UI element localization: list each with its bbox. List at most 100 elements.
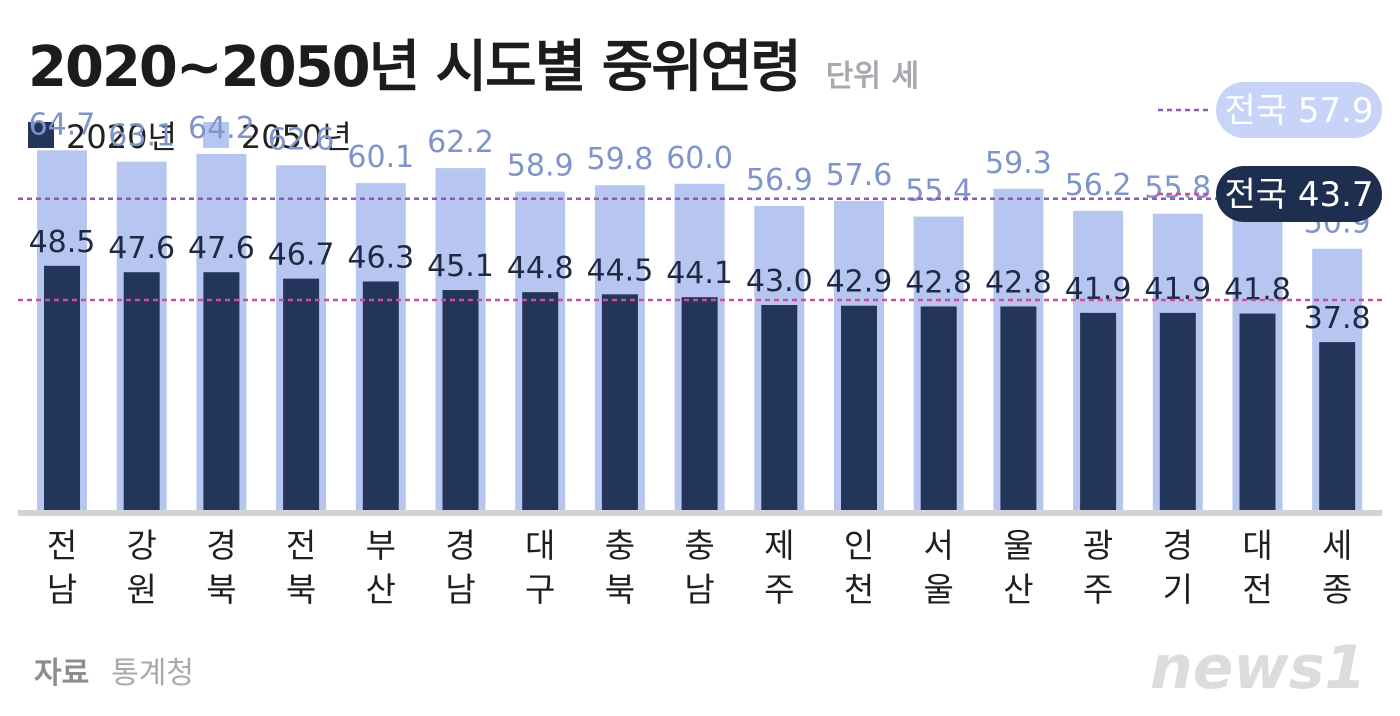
category-label: 북 — [605, 570, 635, 609]
category-label: 주 — [1083, 570, 1113, 609]
bar-2020 — [123, 272, 160, 510]
value-label-2020: 48.5 — [29, 225, 96, 260]
value-label-2020: 45.1 — [427, 249, 494, 284]
bar-2020 — [1159, 312, 1196, 510]
value-label-2020: 41.9 — [1144, 272, 1211, 307]
value-label-2020: 41.9 — [1065, 272, 1132, 307]
value-label-2050: 58.9 — [507, 149, 574, 184]
legend-label-2050: 2050년 — [240, 118, 352, 156]
category-label: 천 — [844, 570, 874, 609]
source: 자료 통계청 — [34, 648, 194, 692]
category-label: 전 — [286, 526, 316, 565]
category-label: 제 — [764, 526, 794, 565]
value-label-2020: 41.8 — [1224, 273, 1291, 308]
bar-2020 — [283, 278, 320, 510]
category-label: 울 — [1003, 526, 1033, 565]
value-label-2050: 64.2 — [188, 111, 255, 146]
category-label: 강 — [127, 526, 157, 565]
value-label-2020: 42.8 — [905, 265, 972, 300]
bar-2020 — [601, 294, 638, 510]
bar-2020 — [761, 305, 798, 510]
legend-item-2020: 2020년 — [28, 112, 177, 158]
reference-pill-2020-label: 전국 43.7 — [1224, 175, 1373, 215]
reference-pill-2050-bg — [1216, 82, 1382, 138]
bar-2020 — [522, 292, 559, 510]
category-label: 울 — [924, 570, 954, 609]
category-label: 전 — [47, 526, 77, 565]
legend-label-2020: 2020년 — [66, 118, 177, 156]
category-label: 산 — [366, 570, 396, 609]
bar-2020 — [203, 272, 240, 510]
value-label-2050: 56.9 — [746, 163, 813, 198]
logo-text: news1 — [1150, 633, 1366, 703]
category-label: 산 — [1003, 570, 1033, 609]
value-label-2050: 55.8 — [1144, 171, 1211, 206]
bar-2020 — [362, 281, 399, 510]
value-label-2050: 59.8 — [587, 142, 654, 177]
category-label: 주 — [764, 570, 794, 609]
value-label-2020: 46.7 — [268, 238, 335, 273]
bar-2020 — [44, 265, 80, 510]
value-label-2020: 47.6 — [188, 231, 255, 266]
legend-swatch-2050 — [202, 122, 229, 148]
chart-title: 2020~2050년 시도별 중위연령 — [28, 35, 802, 100]
value-label-2050: 60.1 — [347, 140, 414, 175]
category-label: 충 — [684, 526, 714, 565]
value-label-2020: 46.3 — [347, 240, 414, 275]
legend-item-2050: 2050년 — [202, 112, 352, 158]
category-label: 기 — [1163, 570, 1193, 609]
category-label: 대 — [1242, 526, 1272, 565]
category-label: 구 — [525, 570, 555, 609]
category-label: 남 — [445, 570, 475, 609]
value-label-2050: 64.7 — [29, 107, 96, 142]
bar-2020 — [442, 290, 479, 510]
value-label-2020: 47.6 — [108, 231, 175, 266]
category-label: 대 — [525, 526, 555, 565]
bar-2020 — [681, 297, 718, 510]
category-label: 경 — [445, 526, 475, 565]
category-label: 세 — [1322, 526, 1352, 565]
category-label: 종 — [1322, 570, 1352, 609]
legend: 2020년 2050년 — [28, 112, 378, 158]
category-label: 남 — [684, 570, 714, 609]
category-label: 북 — [206, 570, 236, 609]
category-label: 원 — [127, 570, 157, 609]
legend-swatch-2020 — [28, 122, 54, 148]
value-label-2020: 44.5 — [587, 253, 654, 288]
category-label: 전 — [1242, 570, 1272, 609]
value-label-2050: 57.6 — [826, 158, 893, 193]
reference-pill-2020-bg — [1216, 166, 1382, 222]
value-label-2020: 37.8 — [1304, 301, 1371, 336]
category-label: 남 — [47, 570, 77, 609]
category-label: 북 — [286, 570, 316, 609]
bar-2020 — [1319, 342, 1356, 510]
category-label: 충 — [605, 526, 635, 565]
bar-2020 — [1000, 306, 1037, 510]
category-label: 경 — [1163, 526, 1193, 565]
title-row: 2020~2050년 시도별 중위연령 단위 세 — [28, 22, 919, 103]
source-value: 통계청 — [111, 656, 195, 691]
value-label-2050: 55.4 — [905, 174, 972, 209]
bar-2020 — [1080, 312, 1117, 510]
value-label-2020: 43.0 — [746, 264, 813, 299]
reference-pill-2050-label: 전국 57.9 — [1224, 91, 1373, 131]
category-label: 서 — [924, 526, 954, 565]
value-label-2020: 42.8 — [985, 265, 1052, 300]
category-label: 부 — [366, 526, 396, 565]
value-label-2050: 63.1 — [108, 119, 175, 154]
value-label-2050: 62.2 — [427, 125, 494, 160]
value-label-2050: 56.2 — [1065, 168, 1132, 203]
category-label: 광 — [1083, 526, 1113, 565]
bar-2020 — [841, 305, 877, 510]
value-label-2050: 62.6 — [268, 122, 335, 157]
bar-2020 — [1239, 313, 1276, 510]
category-label: 경 — [206, 526, 236, 565]
unit-label: 단위 세 — [825, 59, 920, 94]
source-label: 자료 — [34, 656, 90, 691]
baseline — [18, 510, 1382, 516]
value-label-2050: 60.0 — [666, 141, 733, 176]
value-label-2020: 44.1 — [666, 256, 733, 291]
news1-logo: news1 — [1150, 633, 1366, 703]
bar-2020 — [920, 306, 957, 510]
